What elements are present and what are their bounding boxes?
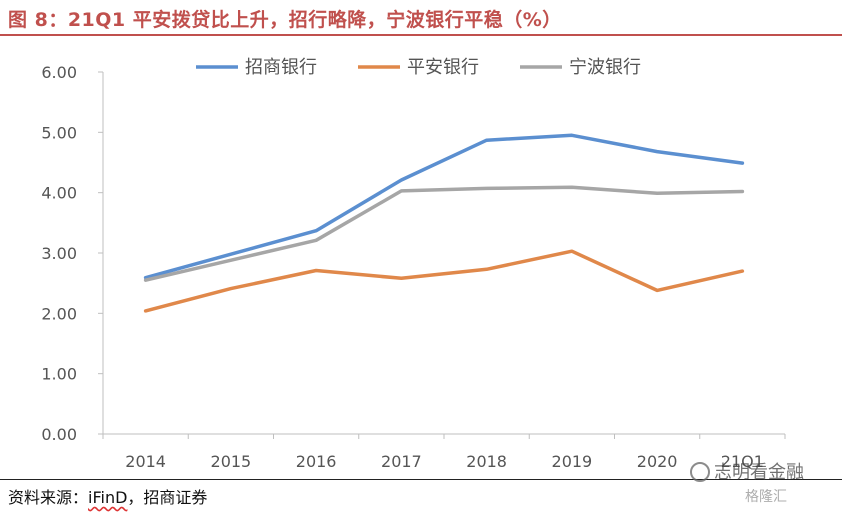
legend-label: 招商银行 xyxy=(245,57,317,78)
wechat-icon xyxy=(690,462,710,482)
series-line xyxy=(143,133,745,280)
source-note: 资料来源：iFinD，招商证券 xyxy=(8,484,207,508)
chart-axes: 0.00 1.00 2.00 3.00 4.00 5.00 6.00 2014 2015 2016… xyxy=(41,63,786,471)
line-chart: 0.00 1.00 2.00 3.00 4.00 5.00 6.00 2014 2015 2016… xyxy=(41,57,786,471)
x-tick-label: 2015 xyxy=(211,452,252,471)
watermark: 志明看金融 xyxy=(690,458,804,484)
chart-legend: 招商银行 平安银行 宁波银行 xyxy=(196,57,641,78)
series-line xyxy=(143,249,745,313)
y-tick-label: 2.00 xyxy=(41,304,77,323)
x-tick-label: 2019 xyxy=(552,452,593,471)
source-rule xyxy=(0,479,842,480)
y-tick-label: 3.00 xyxy=(41,244,77,263)
x-tick-label: 2014 xyxy=(125,452,166,471)
x-tick-label: 21Q1 xyxy=(721,452,764,471)
y-tick-label: 1.00 xyxy=(41,365,77,384)
x-tick-label: 2020 xyxy=(637,452,678,471)
y-tick-label: 5.00 xyxy=(41,123,77,142)
chart-series xyxy=(143,133,745,313)
series-line xyxy=(143,185,745,282)
source-suffix: ，招商证券 xyxy=(127,488,208,507)
watermark-text: 志明看金融 xyxy=(714,462,804,483)
legend-label: 宁波银行 xyxy=(569,57,641,78)
y-tick-label: 4.00 xyxy=(41,184,77,203)
legend-label: 平安银行 xyxy=(407,57,479,78)
y-tick-label: 6.00 xyxy=(41,63,77,82)
figure-title: 图 8：21Q1 平安拨贷比上升，招行略降，宁波银行平稳（%） xyxy=(8,9,562,31)
x-tick-label: 2018 xyxy=(466,452,507,471)
source-prefix: 资料来源： xyxy=(8,488,89,507)
watermark-secondary: 格隆汇 xyxy=(745,489,787,505)
x-tick-label: 2016 xyxy=(296,452,337,471)
y-tick-label: 0.00 xyxy=(41,425,77,444)
title-rule xyxy=(0,34,842,36)
source-ifind: iFinD xyxy=(88,488,128,507)
x-tick-label: 2017 xyxy=(381,452,422,471)
